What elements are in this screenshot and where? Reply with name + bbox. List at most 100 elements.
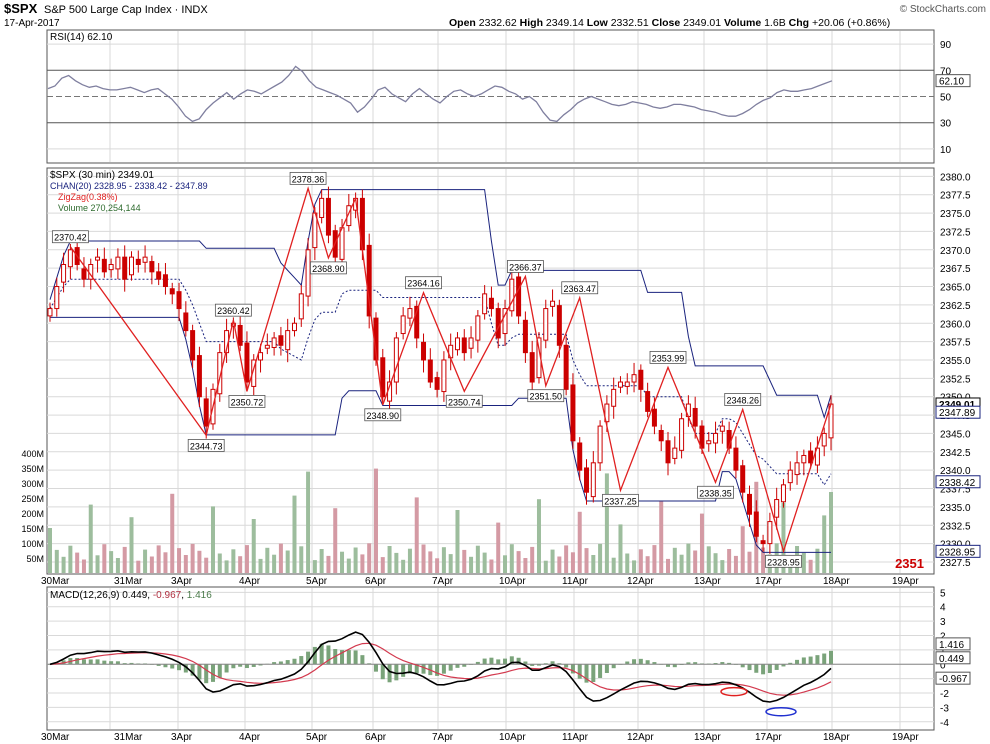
candle [617,376,623,394]
macd-histogram-bar [638,658,643,665]
volume-bar [231,549,236,573]
zigzag-label-box [445,394,483,408]
macd-histogram-bar [441,664,446,674]
candle-body [142,256,148,263]
candle-body [298,293,304,320]
volume-bar [570,552,575,573]
candle [563,336,569,396]
zigzag-label-box [364,408,402,422]
volume-bar [102,544,107,573]
x-tick-label: 13Apr [694,732,721,743]
volume-bar [68,545,73,573]
zigzag-label: 2350.72 [231,397,264,407]
macd-histogram-bar [509,656,514,665]
volume-bar [469,556,474,573]
candle-body [291,322,297,332]
volume-bar [278,543,283,573]
x-tick-label: 10Apr [499,576,526,587]
x-tick-label: 31Mar [114,732,143,743]
macd-histogram-bar [278,661,283,665]
zigzag-label: 2363.47 [563,284,596,294]
x-tick-label: 7Apr [432,576,454,587]
candle [142,245,148,273]
volume-bar [441,547,446,573]
volume-bar [598,543,603,573]
volume-bar [170,493,175,573]
volume-bar [706,546,711,573]
volume-bar [815,548,820,573]
volume-bar [496,522,501,573]
volume-bar [693,550,698,573]
volume-bar [95,555,100,573]
macd-histogram-bar [611,664,616,669]
candle [706,431,712,452]
volume-bar [387,546,392,573]
volume-bar [244,545,249,573]
candle-body [434,377,440,390]
macd-histogram-bar [503,658,508,665]
volume-bar [428,551,433,573]
candle [713,421,719,454]
volume-bar [401,559,406,573]
candle-body [672,447,678,459]
zigzag-label-box [289,171,327,185]
macd-histogram-bar [210,664,215,682]
price-value-box [935,475,981,489]
price-legend-line: $SPX (30 min) 2349.01 [50,170,154,181]
candle [115,248,121,280]
price-chart: 2327.52330.02332.52335.02337.52340.02342… [21,169,981,587]
candle [556,299,562,358]
candle [81,257,87,288]
candle [468,326,474,359]
volume-bar [645,556,650,573]
zigzag-label: 2370.42 [54,233,87,243]
macd-value-label: 0.449 [939,654,964,665]
candle [611,377,617,419]
macd-histogram-bar [577,664,582,679]
macd-histogram-bar [312,646,317,665]
macd-histogram-bar [177,664,182,671]
price-tick-label: 2380.0 [940,172,971,183]
volume-bar [686,543,691,573]
price-tick-label: 2375.0 [940,209,971,220]
candle [400,307,406,340]
macd-histogram-bar [156,664,161,666]
candle-body [325,197,331,236]
volume-bar [564,545,569,573]
candle [685,395,691,427]
macd-histogram-bar [373,664,378,672]
x-tick-label: 13Apr [694,576,721,587]
x-tick-label: 11Apr [562,732,589,743]
macd-histogram-bar [516,657,521,665]
volume-bar [81,559,86,573]
candle-body [407,308,413,319]
macd-tick-label: 4 [940,603,946,614]
candle [543,299,549,349]
x-tick-label: 31Mar [114,576,143,587]
candle-body [522,319,528,354]
candle-body [753,511,759,537]
candle [183,301,189,337]
candle [421,333,427,373]
volume-bar [360,554,365,573]
candle-body [584,467,590,493]
candle-body [61,263,67,283]
macd-histogram-bar [115,661,120,665]
candle [740,459,746,503]
volume-bar [618,524,623,573]
candle-body [346,205,352,227]
candle-body [237,324,243,346]
macd-chart: -4-3-2-10123451.4160.449-0.96730Mar31Mar… [41,588,971,743]
volume-bar [333,508,338,573]
candle [319,189,325,224]
candle-body [271,337,277,348]
volume-bar [258,558,263,573]
volume-bar [591,555,596,573]
candle [196,346,202,407]
volume-bar [632,560,637,573]
candle [522,311,528,363]
candle [203,387,209,439]
candle-body [468,337,474,349]
volume-bar [143,549,148,573]
zigzag-label: 2337.25 [604,496,637,506]
